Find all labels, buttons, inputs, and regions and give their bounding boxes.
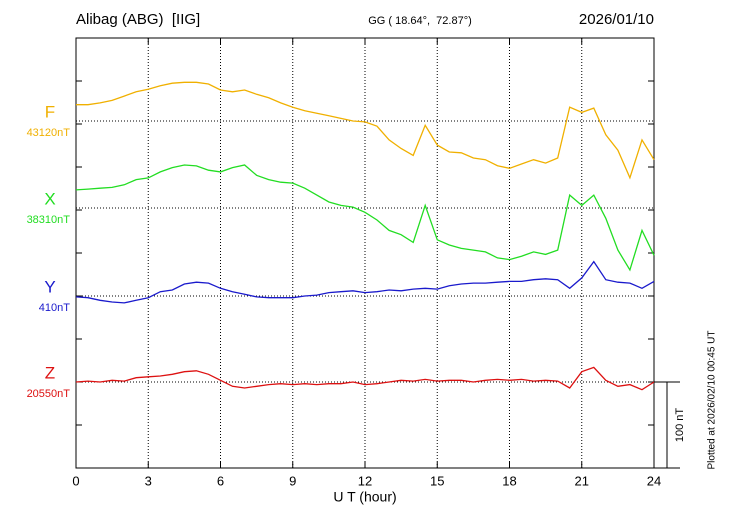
x-tick-label: 18 — [502, 473, 516, 488]
baseline-label: 410nT — [39, 302, 70, 314]
plot-note: Plotted at 2026/02/10 00:45 UT — [707, 331, 718, 470]
series-line — [75, 260, 655, 304]
x-tick-label: 24 — [647, 473, 661, 488]
chart-title: Alibag (ABG) [IIG] — [76, 11, 200, 28]
baseline-label: 43120nT — [27, 127, 71, 139]
legend-label: F — [45, 102, 55, 121]
x-tick-label: 9 — [289, 473, 296, 488]
x-tick-label: 0 — [72, 473, 79, 488]
x-tick-label: 3 — [145, 473, 152, 488]
series-line — [75, 164, 655, 272]
x-axis-label: U T (hour) — [333, 489, 396, 505]
scale-bar-label: 100 nT — [674, 408, 686, 443]
series-line — [75, 366, 655, 391]
legend-label: Y — [44, 277, 55, 296]
x-tick-label: 21 — [575, 473, 589, 488]
legend-label: Z — [45, 363, 55, 382]
baseline-label: 38310nT — [27, 214, 71, 226]
x-tick-label: 6 — [217, 473, 224, 488]
x-tick-label: 12 — [358, 473, 372, 488]
x-tick-label: 15 — [430, 473, 444, 488]
chart-subtitle: GG ( 18.64°, 72.87°) — [368, 15, 472, 27]
series-line — [76, 81, 655, 180]
chart-date: 2026/01/10 — [579, 11, 654, 28]
legend-label: X — [44, 189, 55, 208]
plot-frame — [75, 37, 655, 469]
baseline-label: 20550nT — [27, 388, 71, 400]
